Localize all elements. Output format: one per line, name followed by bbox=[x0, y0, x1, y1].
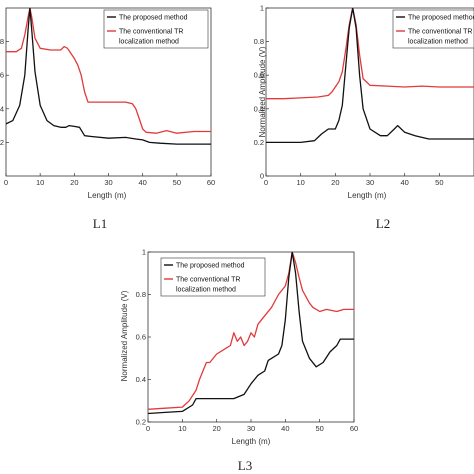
panel-l3-legend-conventional-line2: localization method bbox=[176, 287, 236, 294]
panel-l1-xtick-label: 40 bbox=[138, 178, 146, 187]
panel-l2-xtick-label: 50 bbox=[435, 178, 443, 187]
panel-l2-ytick-label: 0.4 bbox=[254, 104, 264, 113]
panel-l2-legend-proposed: The proposed method bbox=[408, 15, 474, 22]
panel-l3-ytick-label: 0.2 bbox=[136, 418, 146, 427]
panel-l1-xtick-label: 50 bbox=[173, 178, 181, 187]
panel-l1-xtick-label: 30 bbox=[104, 178, 112, 187]
panel-l2-label: L2 bbox=[376, 216, 390, 231]
panel-l1-ytick-label: .4 bbox=[0, 104, 4, 113]
panel-l1-legend-conventional-line1: The conventional TR bbox=[119, 29, 183, 36]
panel-l3-legend-proposed: The proposed method bbox=[176, 263, 245, 270]
panel-l1-legend-proposed: The proposed method bbox=[119, 15, 188, 22]
panel-l1-ytick-label: .2 bbox=[0, 138, 4, 147]
panel-l3-plot: 0 10 20 30 40 50 60 0.2 0.4 0.6 0.8 1 The proposed m… bbox=[136, 248, 359, 434]
panel-l1: 0 10 20 30 40 50 60 .2 .4 .6 .8 The proposed method… bbox=[0, 7, 215, 231]
panel-l1-xtick-label: 20 bbox=[70, 178, 78, 187]
panel-l2-ytick-label: 1 bbox=[260, 4, 264, 13]
panel-l3-label: L3 bbox=[238, 458, 252, 473]
panel-l1-xtick-label: 60 bbox=[207, 178, 215, 187]
panel-l2-ytick-label: 0.8 bbox=[254, 37, 264, 46]
panel-l1-ytick-label: .8 bbox=[0, 37, 4, 46]
panel-l2-xtick-label: 0 bbox=[264, 178, 268, 187]
panel-l1-xtick-label: 0 bbox=[4, 178, 8, 187]
panel-l3-xtick-label: 50 bbox=[315, 424, 323, 433]
panel-l1-series-proposed bbox=[6, 8, 211, 145]
panel-l3-xtick-label: 0 bbox=[146, 424, 150, 433]
panel-l3-xtick-label: 10 bbox=[178, 424, 186, 433]
panel-l1-series-conventional bbox=[6, 8, 211, 134]
panel-l2-legend-box bbox=[392, 9, 474, 49]
panel-l2-xlabel: Length (m) bbox=[348, 191, 387, 200]
panel-l3-xlabel: Length (m) bbox=[232, 437, 271, 446]
panel-l3-ytick-label: 0.8 bbox=[136, 290, 146, 299]
panel-l3-legend-conventional-line1: The conventional TR bbox=[176, 277, 240, 284]
panel-l1-plot: 0 10 20 30 40 50 60 .2 .4 .6 .8 The proposed method… bbox=[0, 7, 215, 187]
panel-l1-ytick-label: .6 bbox=[0, 71, 4, 80]
panel-l2-ytick-label: 0 bbox=[260, 172, 264, 181]
panel-l3-ytick-label: 1 bbox=[142, 248, 146, 257]
panel-l3-ylabel: Normalized Amplitude (V) bbox=[120, 290, 129, 381]
panel-l2-xtick-label: 10 bbox=[296, 178, 304, 187]
panel-l3-xtick-label: 40 bbox=[281, 424, 289, 433]
panel-l2-legend-conventional-line1: The conventional TR bbox=[408, 29, 472, 36]
panel-l2-series-proposed bbox=[266, 8, 474, 144]
panel-l1-legend-conventional-line2: localization method bbox=[119, 39, 179, 46]
panel-l3-xtick-label: 20 bbox=[212, 424, 220, 433]
panel-l1-label: L1 bbox=[93, 216, 107, 231]
panel-l3: 0 10 20 30 40 50 60 0.2 0.4 0.6 0.8 1 The proposed m… bbox=[120, 248, 358, 474]
panel-l1-xtick-label: 10 bbox=[36, 178, 44, 187]
panel-l2: 0 10 20 30 40 50 0 0.2 0.4 0.6 0.8 1 The proposed me… bbox=[254, 4, 474, 231]
panel-l2-xtick-label: 40 bbox=[400, 178, 408, 187]
panel-l3-series-conventional bbox=[148, 252, 354, 410]
panel-l2-xtick-label: 30 bbox=[366, 178, 374, 187]
panel-l2-plot: 0 10 20 30 40 50 0 0.2 0.4 0.6 0.8 1 The proposed me… bbox=[254, 4, 474, 187]
panel-l2-ylabel: Normalized Amplitude (V) bbox=[258, 46, 267, 137]
panel-l3-series-proposed bbox=[148, 252, 354, 415]
panel-l2-xtick-label: 20 bbox=[331, 178, 339, 187]
panel-l2-legend-conventional-line2: localization method bbox=[408, 39, 468, 46]
panel-l3-xtick-label: 30 bbox=[247, 424, 255, 433]
panel-l2-ytick-label: 0.6 bbox=[254, 71, 264, 80]
panel-l3-legend-box bbox=[160, 257, 266, 297]
panel-l3-ytick-label: 0.6 bbox=[136, 333, 146, 342]
panel-l1-xlabel: Length (m) bbox=[88, 191, 127, 200]
panel-l3-ytick-label: 0.4 bbox=[136, 375, 146, 384]
panel-l2-ytick-label: 0.2 bbox=[254, 138, 264, 147]
panel-l3-xtick-label: 60 bbox=[350, 424, 358, 433]
panel-l1-legend-box bbox=[103, 9, 209, 49]
